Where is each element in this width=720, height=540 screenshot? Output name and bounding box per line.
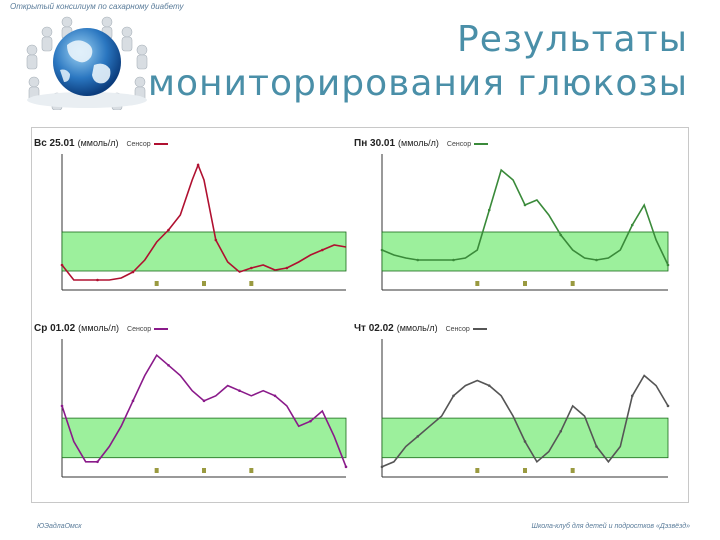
data-point (666, 404, 670, 408)
data-point (309, 419, 312, 423)
glucose-series-line (61, 162, 347, 281)
legend-swatch (153, 142, 168, 145)
data-point (285, 266, 289, 270)
panel-header: Пн 30.01 (ммоль/л) Сенсор (354, 138, 489, 152)
event-marker (249, 468, 254, 473)
target-range-band (381, 231, 669, 272)
data-point (196, 163, 200, 167)
event-marker (523, 281, 527, 286)
data-point (595, 445, 598, 448)
event-marker (570, 281, 575, 286)
data-point (167, 228, 170, 232)
data-point (416, 258, 420, 262)
panel-day-label: Чт 02.02 (354, 323, 394, 334)
event-marker (523, 468, 527, 473)
glucose-plot (380, 154, 670, 291)
target-range-band (381, 417, 669, 459)
event-marker (249, 281, 254, 286)
panel-header: Чт 02.02 (ммоль/л) Сенсор (354, 323, 487, 337)
legend-swatch (154, 327, 169, 330)
chart-panel-sunday: Вс 25.01 (ммоль/л) Сенсор (34, 138, 352, 308)
legend-sensor-label: Сенсор (445, 326, 470, 333)
data-point (523, 203, 527, 207)
panel-unit: (ммоль/л) (398, 138, 439, 148)
data-point (273, 394, 277, 398)
data-point (452, 258, 455, 262)
event-marker (154, 281, 159, 286)
cgm-chart-frame: Вс 25.01 (ммоль/л) Сенсор Пн 30.01 (ммоль/л… (31, 127, 689, 503)
data-point (202, 399, 206, 403)
data-point (666, 263, 670, 267)
panel-header: Вс 25.01 (ммоль/л) Сенсор (34, 138, 168, 152)
data-point (131, 270, 135, 274)
glucose-plot (60, 339, 348, 478)
data-point (487, 384, 491, 387)
data-point (60, 263, 64, 267)
legend-swatch (474, 142, 489, 145)
top-note: Открытый консилиум по сахарному диабету (10, 2, 184, 11)
legend-sensor-label: Сенсор (446, 141, 472, 148)
event-marker (475, 468, 480, 473)
chart-panel-monday: Пн 30.01 (ммоль/л) Сенсор (354, 138, 674, 308)
data-point (60, 404, 64, 408)
footer-left: ЮЭадлаОмск (37, 523, 82, 530)
event-marker (202, 281, 206, 286)
panel-day-label: Ср 01.02 (34, 323, 76, 334)
data-point (630, 223, 634, 227)
data-point (630, 394, 634, 398)
data-point (214, 238, 218, 242)
event-marker (202, 468, 206, 473)
chart-panel-wednesday: Ср 01.02 (ммоль/л) Сенсор (34, 323, 352, 495)
glucose-plot (380, 339, 670, 478)
chart-panel-thursday: Чт 02.02 (ммоль/л) Сенсор (354, 323, 674, 495)
data-point (380, 248, 384, 252)
globe-people-logo (12, 10, 162, 111)
data-point (487, 208, 491, 212)
panel-header: Ср 01.02 (ммоль/л) Сенсор (34, 323, 169, 337)
data-point (559, 430, 563, 433)
panel-unit: (ммоль/л) (396, 323, 438, 333)
data-point (238, 389, 241, 392)
data-point (167, 364, 170, 367)
data-point (96, 278, 99, 282)
target-range-band (61, 231, 347, 272)
legend-sensor-label: Сенсор (127, 326, 152, 333)
data-point (523, 440, 527, 443)
title-line-1: Результаты (457, 19, 688, 60)
data-point (344, 465, 348, 469)
panel-day-label: Пн 30.01 (354, 138, 396, 149)
data-point (96, 460, 99, 464)
event-marker (570, 468, 575, 473)
event-marker (475, 281, 480, 286)
footer-right: Школа-клуб для детей и подростков «Дэзвё… (531, 523, 690, 530)
data-point (250, 266, 253, 270)
panel-unit: (ммоль/л) (77, 138, 119, 148)
data-point (559, 233, 563, 237)
data-point (416, 435, 420, 438)
title-line-2: мониторирования глюкозы (147, 63, 688, 104)
data-point (452, 394, 455, 398)
glucose-plot (60, 154, 347, 291)
data-point (595, 258, 598, 262)
data-point (321, 248, 324, 252)
legend-sensor-label: Сенсор (126, 141, 151, 148)
panel-day-label: Вс 25.01 (34, 138, 75, 149)
panel-unit: (ммоль/л) (78, 323, 120, 333)
data-point (380, 465, 384, 469)
data-point (131, 399, 135, 403)
event-marker (154, 468, 159, 473)
page-title: Результаты мониторирования глюкозы (148, 18, 688, 106)
legend-swatch (472, 327, 487, 330)
